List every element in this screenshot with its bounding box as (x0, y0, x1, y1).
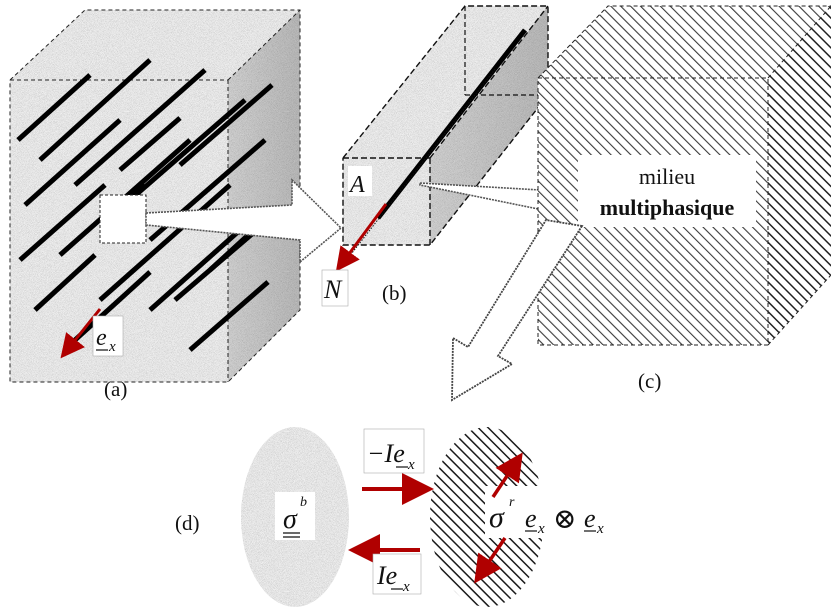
svg-text:r: r (509, 495, 515, 510)
point-a-label: A (348, 172, 365, 198)
zoom-arrow-a-b (145, 178, 343, 264)
svg-text:e: e (584, 504, 596, 533)
caption-a: (a) (104, 377, 127, 401)
ex-vector-arrow (60, 308, 102, 359)
svg-text:e: e (525, 504, 537, 533)
svg-text:x: x (407, 457, 415, 473)
label-box (578, 155, 756, 227)
label-multiphasique: multiphasique (600, 195, 735, 220)
rve-window (99, 194, 147, 244)
sigma-b-label: σ (283, 504, 298, 535)
panel-d: (d) σ b σ r e x ⊗ e x −Ie x Ie x (175, 427, 635, 607)
caption-c: (c) (638, 369, 661, 393)
svg-text:x: x (108, 339, 116, 355)
caption-b: (b) (382, 281, 407, 305)
normal-n-label: N (323, 275, 343, 304)
tension-arrow-up (491, 452, 523, 498)
tension-arrow-down (474, 537, 507, 584)
fiber (376, 28, 527, 220)
caption-d: (d) (175, 511, 200, 535)
svg-text:x: x (596, 521, 604, 537)
svg-text:b: b (300, 495, 307, 510)
sigma-r-label: σ (489, 501, 505, 534)
label-milieu: milieu (639, 164, 695, 189)
cube-b: A N (b) (321, 5, 549, 307)
ex-vector-label: e (96, 325, 107, 351)
cube-c: milieu multiphasique (c) (537, 5, 831, 393)
cube-a: e x (a) (9, 9, 301, 401)
tensor-product-symbol: ⊗ (553, 504, 576, 535)
svg-text:x: x (537, 521, 545, 537)
normal-vector-arrow (335, 203, 388, 272)
svg-text:x: x (402, 579, 410, 595)
decompose-arrow-c-d (451, 219, 584, 402)
ie-label: Ie (376, 561, 397, 590)
minus-ie-label: −Ie (367, 439, 405, 468)
